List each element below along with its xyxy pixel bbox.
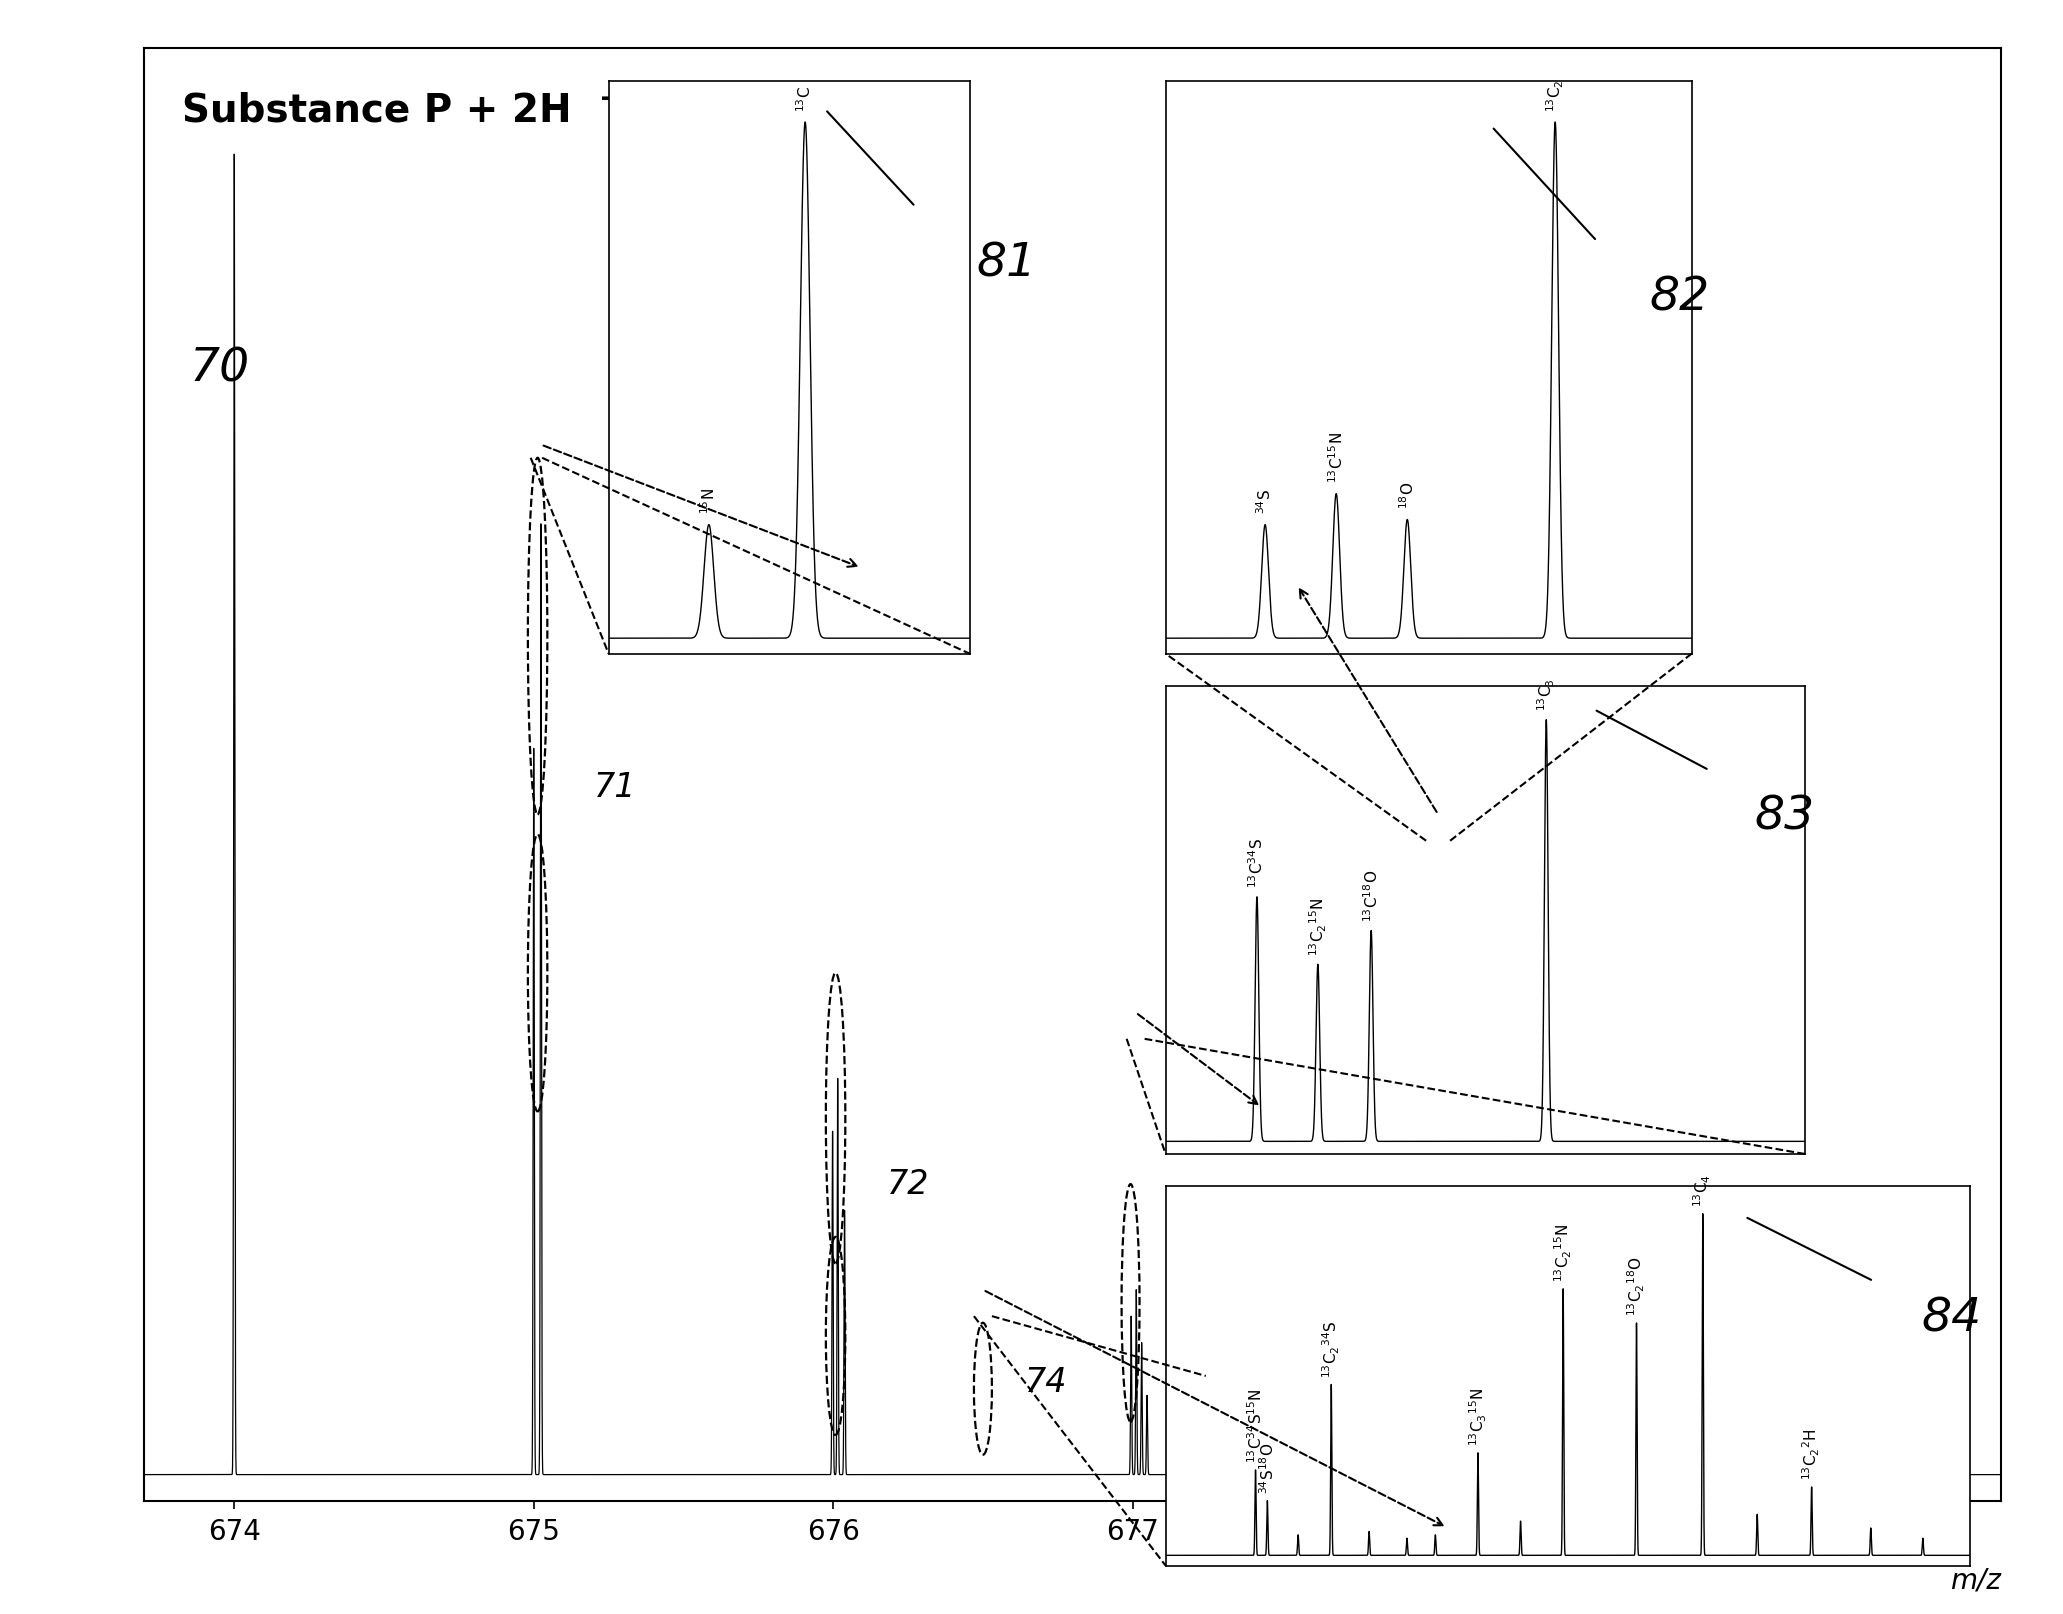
Text: $^{15}$N: $^{15}$N [699, 487, 718, 515]
Text: $^{13}$C$_2$: $^{13}$C$_2$ [1545, 79, 1566, 111]
Text: $^{13}$C$^{34}$S: $^{13}$C$^{34}$S [1248, 838, 1267, 888]
Text: $^{13}$C$_2$$^{15}$N: $^{13}$C$_2$$^{15}$N [1553, 1223, 1574, 1282]
Text: 74: 74 [1025, 1365, 1067, 1399]
Text: $^{34}$S$^{18}$O: $^{34}$S$^{18}$O [1258, 1443, 1277, 1495]
Text: 81: 81 [978, 242, 1038, 287]
Text: $^{34}$S: $^{34}$S [1256, 489, 1275, 515]
Text: $^{13}$C$_4$: $^{13}$C$_4$ [1692, 1173, 1714, 1207]
Text: 71: 71 [594, 771, 635, 804]
Text: $^{13}$C$^{34}$S$^{15}$N: $^{13}$C$^{34}$S$^{15}$N [1246, 1388, 1265, 1462]
Text: $^{13}$C$_2$$^{34}$S: $^{13}$C$_2$$^{34}$S [1320, 1320, 1341, 1378]
Text: 70: 70 [190, 347, 250, 392]
Text: $^{13}$C$_3$: $^{13}$C$_3$ [1535, 678, 1558, 712]
Text: +: + [600, 86, 623, 113]
Text: 84: 84 [1923, 1296, 1983, 1341]
Text: 72: 72 [887, 1167, 930, 1201]
Text: $^{13}$C$_3$$^{15}$N: $^{13}$C$_3$$^{15}$N [1467, 1388, 1489, 1446]
Text: $^{13}$C$^{15}$N: $^{13}$C$^{15}$N [1327, 433, 1345, 483]
Text: 82: 82 [1650, 276, 1710, 321]
Text: $^{13}$C$_2$$^2$H: $^{13}$C$_2$$^2$H [1801, 1428, 1822, 1480]
Text: $^{18}$O: $^{18}$O [1399, 483, 1417, 508]
Text: m/z: m/z [1950, 1566, 2001, 1595]
Text: $^{13}$C: $^{13}$C [796, 86, 815, 111]
Text: Substance P + 2H: Substance P + 2H [182, 92, 571, 131]
Text: 83: 83 [1754, 794, 1813, 839]
Text: 73: 73 [1172, 1286, 1215, 1319]
Text: $^{13}$C$^{18}$O: $^{13}$C$^{18}$O [1362, 870, 1380, 922]
Text: $^{13}$C$_2$$^{18}$O: $^{13}$C$_2$$^{18}$O [1626, 1257, 1646, 1315]
Text: $^{13}$C$_2$$^{15}$N: $^{13}$C$_2$$^{15}$N [1308, 897, 1329, 955]
